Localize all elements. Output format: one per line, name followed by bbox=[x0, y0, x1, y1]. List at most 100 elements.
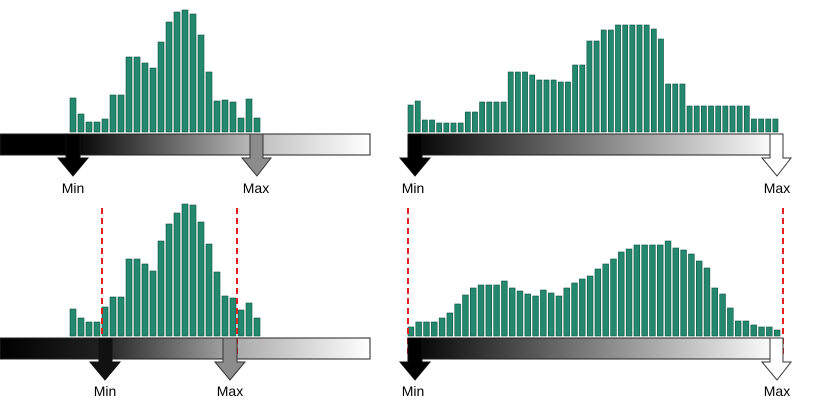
histogram-bar bbox=[205, 71, 213, 133]
histogram-bar bbox=[415, 321, 422, 337]
histogram-bar bbox=[450, 122, 457, 133]
histogram-bar bbox=[516, 290, 524, 337]
histogram-bar bbox=[711, 287, 718, 337]
histogram-bar bbox=[69, 308, 77, 337]
histogram-bar bbox=[629, 24, 636, 133]
grayscale-gradient-bar bbox=[407, 337, 779, 360]
histogram-bar bbox=[650, 28, 657, 133]
histogram-bar bbox=[181, 9, 189, 133]
max-label: Max bbox=[764, 383, 790, 399]
histogram-bar bbox=[727, 307, 734, 337]
histogram-bar bbox=[493, 284, 500, 337]
histogram-bar bbox=[608, 29, 614, 133]
histogram-bar bbox=[245, 98, 253, 133]
histogram-bar bbox=[431, 321, 438, 337]
histogram-bar bbox=[436, 122, 443, 133]
histogram-bars bbox=[69, 203, 261, 337]
histogram-bar bbox=[622, 24, 629, 133]
min-pointer-arrow bbox=[398, 133, 432, 177]
histogram-bar bbox=[680, 249, 687, 337]
max-label: Max bbox=[243, 180, 269, 196]
histogram-bar bbox=[625, 248, 633, 337]
histogram-bar bbox=[443, 122, 450, 133]
histogram-bar bbox=[672, 247, 680, 337]
min-label: Min bbox=[402, 383, 425, 399]
histogram-bar bbox=[515, 71, 521, 133]
max-pointer-arrow bbox=[760, 337, 793, 381]
panel-bottom-left: Min Max bbox=[0, 203, 371, 399]
histogram-bar bbox=[464, 111, 471, 133]
histogram-bars bbox=[407, 240, 781, 337]
histogram-bar bbox=[181, 203, 189, 337]
histogram-bar bbox=[493, 101, 500, 133]
histogram-bar bbox=[149, 67, 157, 133]
histogram-bar bbox=[173, 212, 181, 337]
min-pointer-arrow bbox=[56, 133, 90, 177]
histogram-bar bbox=[719, 293, 726, 337]
histogram-bar bbox=[657, 244, 664, 337]
histogram-bar bbox=[485, 284, 493, 337]
histogram-bar bbox=[197, 34, 205, 133]
histogram-bar bbox=[579, 64, 586, 133]
histogram-bar bbox=[536, 79, 543, 133]
histogram-bar bbox=[125, 258, 133, 337]
histogram-bar bbox=[773, 329, 781, 337]
histogram-bar bbox=[736, 105, 743, 133]
histogram-bar bbox=[665, 83, 671, 133]
histogram-bar bbox=[765, 118, 772, 133]
histogram-bar bbox=[165, 223, 173, 337]
histogram-bar bbox=[734, 320, 742, 337]
histogram-bar bbox=[213, 100, 221, 133]
panel-bottom-right: Min Max bbox=[398, 208, 793, 399]
histogram-bar bbox=[101, 118, 109, 133]
histogram-bar bbox=[572, 64, 578, 133]
histogram-bar bbox=[197, 221, 205, 337]
histogram-bar bbox=[189, 13, 197, 133]
max-pointer-arrow bbox=[213, 337, 247, 381]
histogram-bar bbox=[149, 270, 157, 337]
histogram-bar bbox=[751, 118, 757, 133]
histogram-bar bbox=[600, 29, 607, 133]
histogram-bar bbox=[715, 105, 722, 133]
histogram-bar bbox=[686, 105, 693, 133]
histogram-bar bbox=[618, 251, 625, 337]
histogram-bar bbox=[237, 117, 245, 133]
histogram-bar bbox=[703, 267, 711, 337]
grayscale-gradient-bar bbox=[0, 337, 371, 360]
histogram-bar bbox=[205, 243, 213, 337]
min-label: Min bbox=[62, 180, 85, 196]
histogram-bar bbox=[508, 287, 516, 337]
histogram-bar bbox=[423, 321, 430, 337]
histogram-bar bbox=[454, 303, 461, 337]
histogram-bar bbox=[563, 287, 570, 337]
histogram-bar bbox=[501, 280, 508, 337]
histogram-bar bbox=[446, 312, 454, 337]
histogram-bar bbox=[189, 204, 197, 337]
histogram-bar bbox=[636, 24, 643, 133]
histogram-bar bbox=[658, 38, 664, 133]
histogram-bar bbox=[722, 105, 729, 133]
histogram-bar bbox=[594, 268, 602, 337]
histogram-bar bbox=[213, 271, 221, 337]
histogram-bar bbox=[407, 104, 414, 133]
histogram-bar bbox=[462, 294, 469, 337]
histogram-bar bbox=[708, 105, 714, 133]
grayscale-gradient-bar bbox=[407, 133, 779, 156]
histogram-bar bbox=[457, 122, 464, 133]
histogram-bar bbox=[93, 321, 101, 337]
histogram-bar bbox=[429, 119, 435, 133]
histogram-bar bbox=[77, 113, 85, 133]
histogram-bar bbox=[672, 83, 679, 133]
max-pointer-arrow bbox=[240, 133, 273, 177]
histogram-bar bbox=[664, 240, 672, 337]
min-pointer-arrow bbox=[88, 337, 122, 381]
histogram-bar bbox=[579, 278, 586, 337]
histogram-bar bbox=[586, 40, 593, 133]
max-label: Max bbox=[217, 383, 243, 399]
histogram-bar bbox=[543, 79, 550, 133]
histogram-bar bbox=[633, 244, 641, 337]
histogram-bar bbox=[486, 101, 493, 133]
histogram-bar bbox=[586, 275, 594, 337]
histogram-bar bbox=[85, 321, 93, 337]
histogram-bar bbox=[729, 105, 736, 133]
